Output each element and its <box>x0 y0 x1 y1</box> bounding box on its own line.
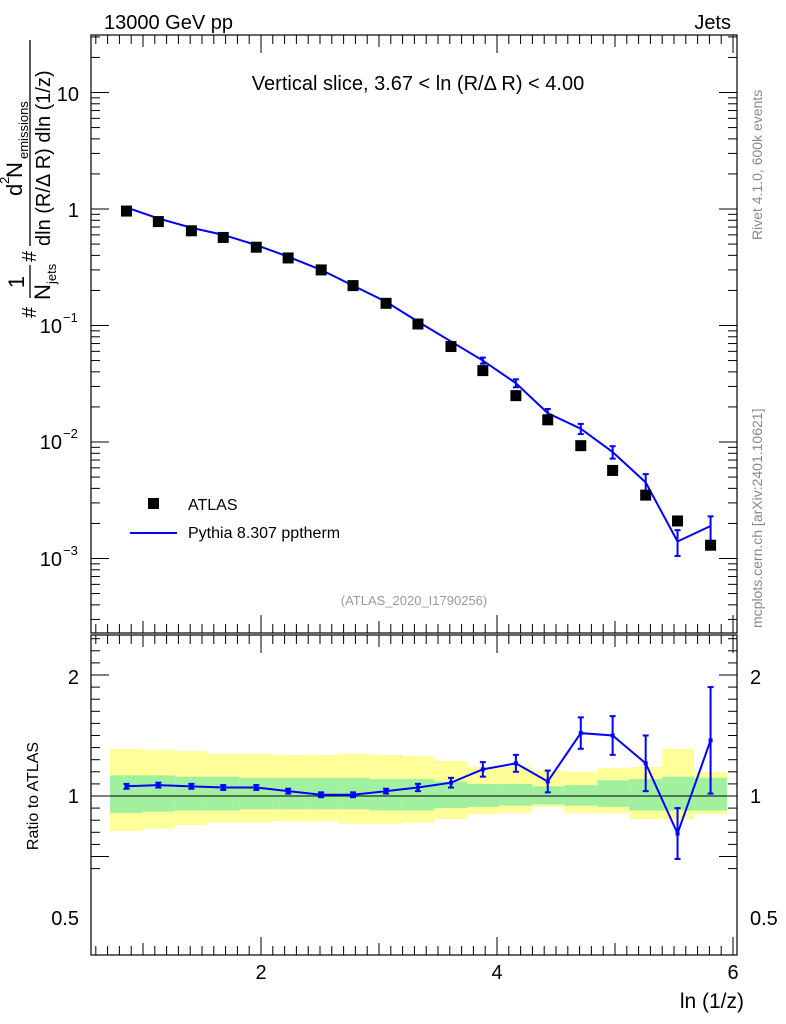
ylabel-frac2-num-d: d <box>2 184 27 196</box>
axis-ticks <box>91 35 737 955</box>
atlas-point <box>315 264 327 276</box>
ratio-tick-2-left: 2 <box>68 667 79 689</box>
ratio-series <box>123 686 714 860</box>
header-process-label: Jets <box>694 12 731 34</box>
x-tick-label-6: 6 <box>727 962 738 984</box>
green-band-bin <box>499 783 533 806</box>
main-series <box>120 205 717 558</box>
ratio-point <box>319 792 324 797</box>
ylabel-frac1-den-sub: jets <box>44 263 59 285</box>
ratio-tick-05-right: 0.5 <box>750 908 778 930</box>
main-frame <box>90 34 738 634</box>
atlas-point <box>575 440 587 452</box>
ratio-point <box>156 783 161 788</box>
green-band-bin <box>143 775 175 812</box>
legend: ATLAS Pythia 8.307 pptherm <box>130 497 340 542</box>
atlas-point <box>477 365 489 377</box>
atlas-point <box>120 205 132 217</box>
ratio-point <box>610 733 615 738</box>
ratio-point <box>124 784 129 789</box>
atlas-point <box>152 216 164 228</box>
x-tick-label-4: 4 <box>491 962 502 984</box>
x-tick-label-2: 2 <box>255 962 266 984</box>
green-band-bin <box>662 776 695 811</box>
atlas-point <box>672 515 684 527</box>
y-tick-label-1e-1-exp: −1 <box>63 310 78 325</box>
main-y-axis-label: # 1 N jets # d 2 N emissions dln (R/Δ R)… <box>0 40 59 318</box>
ratio-point <box>578 731 583 736</box>
x-axis-label: ln (1/z) <box>680 990 744 1013</box>
atlas-point <box>705 539 717 551</box>
mcplots-label: mcplots.cern.ch [arXiv:2401.10621] <box>749 409 765 628</box>
ratio-point <box>448 780 453 785</box>
y-tick-label-1e-3-base: 10 <box>40 549 62 571</box>
slice-title: Vertical slice, 3.67 < ln (R/Δ R) < 4.00 <box>252 73 584 95</box>
green-band-bin <box>467 783 500 807</box>
ratio-tick-05-left: 0.5 <box>51 908 79 930</box>
ratio-tick-2-right: 2 <box>750 667 761 689</box>
ratio-y-axis-label: Ratio to ATLAS <box>25 742 42 850</box>
y-tick-label-10: 10 <box>57 84 79 106</box>
ratio-point <box>513 761 518 766</box>
green-band-bin <box>239 777 273 810</box>
atlas-point <box>347 280 359 292</box>
green-band-bin <box>174 776 208 811</box>
green-band-bin <box>369 779 403 811</box>
ratio-point <box>254 785 259 790</box>
legend-pythia-label: Pythia 8.307 pptherm <box>188 525 340 542</box>
atlas-point <box>250 241 262 253</box>
main-y-tick-labels: 10 1 10 −1 10 −2 10 −3 <box>40 84 79 571</box>
atlas-point <box>412 318 424 330</box>
ratio-point <box>286 789 291 794</box>
y-tick-label-1e-3-exp: −3 <box>63 543 78 558</box>
atlas-point <box>445 341 457 353</box>
header-collision-label: 13000 GeV pp <box>104 12 233 34</box>
ylabel-frac2-num-n: N <box>2 162 27 178</box>
green-band-bin <box>564 785 598 806</box>
ylabel-frac2-num-sub: emissions <box>16 101 31 159</box>
y-tick-label-1e-2-base: 10 <box>40 432 62 454</box>
ratio-point <box>545 779 550 784</box>
ratio-point <box>189 784 194 789</box>
legend-atlas-marker <box>148 498 159 509</box>
pythia-line <box>126 206 712 543</box>
legend-atlas-label: ATLAS <box>188 497 238 514</box>
atlas-point <box>282 252 294 264</box>
green-band-bin <box>207 776 240 811</box>
ratio-tick-1-left: 1 <box>68 786 79 808</box>
ratio-point <box>675 831 680 836</box>
y-tick-label-1: 1 <box>68 200 79 222</box>
ylabel-frac2-den: dln (R/Δ R) dln (1/z) <box>33 70 55 246</box>
y-tick-label-1e-2-exp: −2 <box>63 426 78 441</box>
ylabel-frac1-num: 1 <box>4 276 29 288</box>
ratio-point <box>384 789 389 794</box>
ylabel-hash-1: # <box>19 306 41 318</box>
y-tick-label-1e-1-base: 10 <box>40 316 62 338</box>
green-band-bin <box>109 775 143 813</box>
ratio-point <box>351 792 356 797</box>
ratio-point <box>221 785 226 790</box>
ylabel-frac1-den: N <box>30 284 55 300</box>
atlas-point <box>542 414 554 426</box>
rivet-version-label: Rivet 4.1.0, 600k events <box>749 90 765 240</box>
green-band-bin <box>532 786 565 805</box>
x-tick-labels: 2 4 6 <box>255 962 738 984</box>
ratio-point <box>415 785 420 790</box>
ylabel-hash-2: # <box>19 250 41 262</box>
ratio-y-tick-labels: 2 1 0.5 2 1 0.5 <box>51 667 778 930</box>
atlas-point <box>217 231 229 243</box>
atlas-point <box>380 297 392 309</box>
atlas-point <box>607 464 619 476</box>
atlas-point <box>185 225 197 237</box>
ratio-point <box>708 738 713 743</box>
ylabel-frac2-num-sup: 2 <box>0 177 12 184</box>
atlas-point <box>640 489 652 501</box>
atlas-point <box>510 390 522 402</box>
analysis-id-label: (ATLAS_2020_I1790256) <box>341 593 487 608</box>
ratio-tick-1-right: 1 <box>750 786 761 808</box>
green-band-bin <box>597 780 630 807</box>
ratio-point <box>480 767 485 772</box>
ratio-point <box>643 761 648 766</box>
